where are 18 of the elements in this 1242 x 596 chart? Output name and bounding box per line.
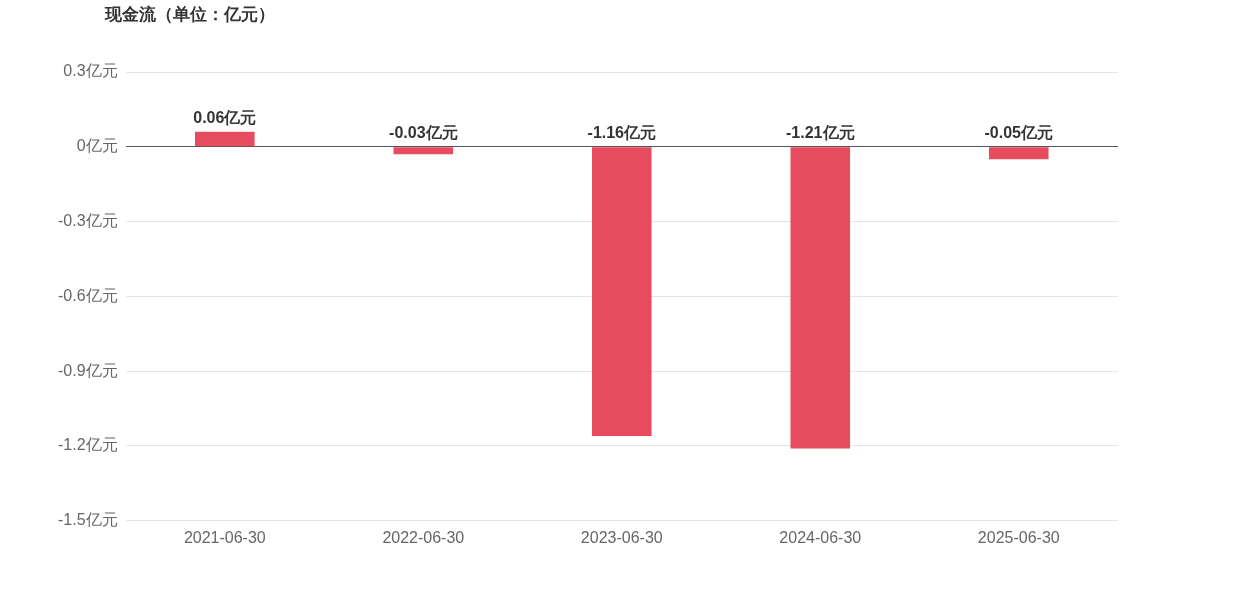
data-label: -0.03亿元: [389, 124, 458, 142]
data-label: -1.21亿元: [786, 124, 855, 142]
y-tick-label: -0.3亿元: [57, 212, 118, 230]
x-tick-label: 2023-06-30: [580, 528, 663, 546]
chart-title: 现金流（单位：亿元）: [105, 4, 275, 26]
data-label: 0.06亿元: [193, 109, 257, 127]
y-tick-label: -1.2亿元: [57, 436, 118, 454]
x-tick-label: 2025-06-30: [977, 528, 1060, 546]
data-label: -1.16亿元: [587, 124, 657, 142]
x-tick-label: 2021-06-30: [183, 528, 266, 546]
x-tick-label: 2022-06-30: [382, 528, 465, 546]
y-tick-label: -1.5亿元: [57, 511, 118, 529]
y-tick-label: 0.3亿元: [63, 62, 118, 80]
data-label: -0.05亿元: [984, 124, 1053, 142]
y-tick-label: 0亿元: [76, 137, 118, 155]
y-tick-label: -0.6亿元: [57, 286, 118, 304]
y-tick-label: -0.9亿元: [57, 361, 118, 379]
x-tick-label: 2024-06-30: [779, 528, 862, 546]
